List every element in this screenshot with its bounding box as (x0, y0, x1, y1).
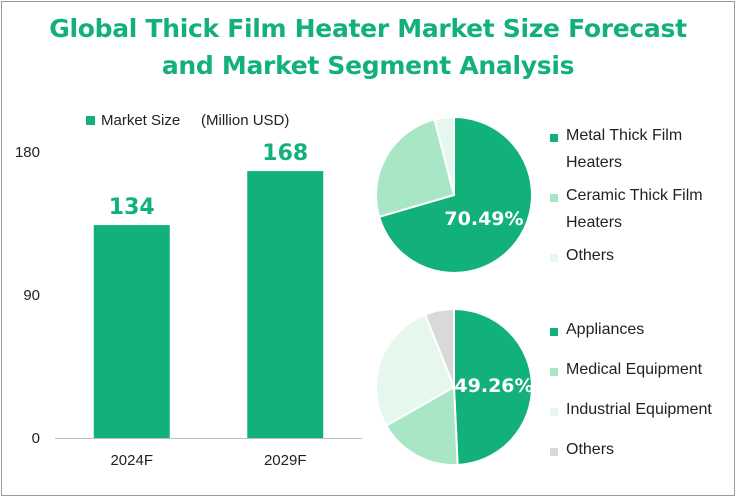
y-tick-label: 0 (32, 430, 40, 447)
pie-slice (423, 307, 455, 388)
legend-swatch (550, 254, 558, 262)
x-tick-label: 2029F (264, 452, 307, 469)
legend-swatch (550, 194, 558, 202)
legend-item: Others (550, 441, 614, 463)
y-tick-label: 90 (23, 287, 40, 304)
legend-item: Metal Thick Film Heaters (550, 127, 682, 176)
pie-slice (453, 307, 533, 466)
pie-slice (375, 118, 456, 219)
bar (93, 225, 170, 438)
pie-data-label: 70.49% (444, 208, 523, 230)
legend-label: Industrial Equipment (566, 401, 712, 418)
legend-swatch (550, 328, 558, 336)
legend-label: Appliances (566, 321, 645, 338)
legend-item: Appliances (550, 321, 644, 343)
title-line-2: and Market Segment Analysis (161, 51, 575, 80)
x-tick-label: 2024F (110, 452, 153, 469)
legend-item: Others (550, 247, 614, 269)
pie-slice (377, 115, 533, 274)
pie-slice (384, 385, 459, 466)
bar-data-label: 134 (109, 195, 155, 220)
y-tick-label: 180 (15, 144, 40, 161)
bar-legend: Market Size (Million USD) (86, 112, 289, 129)
legend-swatch (550, 408, 558, 416)
pie-data-label: 49.26% (454, 375, 533, 397)
bar-legend-label: Market Size (Million USD) (101, 112, 290, 129)
legend-label: Others (566, 441, 615, 458)
bar-data-label: 168 (262, 141, 308, 166)
pie-slice (433, 115, 455, 196)
pie-slice (375, 313, 456, 427)
legend-item: Industrial Equipment (550, 401, 712, 423)
legend-item: Ceramic Thick Film Heaters (550, 187, 703, 236)
chart-title: Global Thick Film Heater Market Size For… (0, 10, 736, 84)
bar-legend-swatch (86, 116, 95, 125)
title-line-1: Global Thick Film Heater Market Size For… (49, 14, 687, 43)
legend-swatch (550, 134, 558, 142)
legend-swatch (550, 448, 558, 456)
legend-label: Ceramic Thick Film Heaters (566, 187, 703, 231)
legend-item: Medical Equipment (550, 361, 702, 383)
bar (247, 171, 324, 439)
legend-label: Medical Equipment (566, 361, 703, 378)
legend-swatch (550, 368, 558, 376)
legend-label: Others (566, 247, 615, 264)
legend-label: Metal Thick Film Heaters (566, 127, 683, 171)
